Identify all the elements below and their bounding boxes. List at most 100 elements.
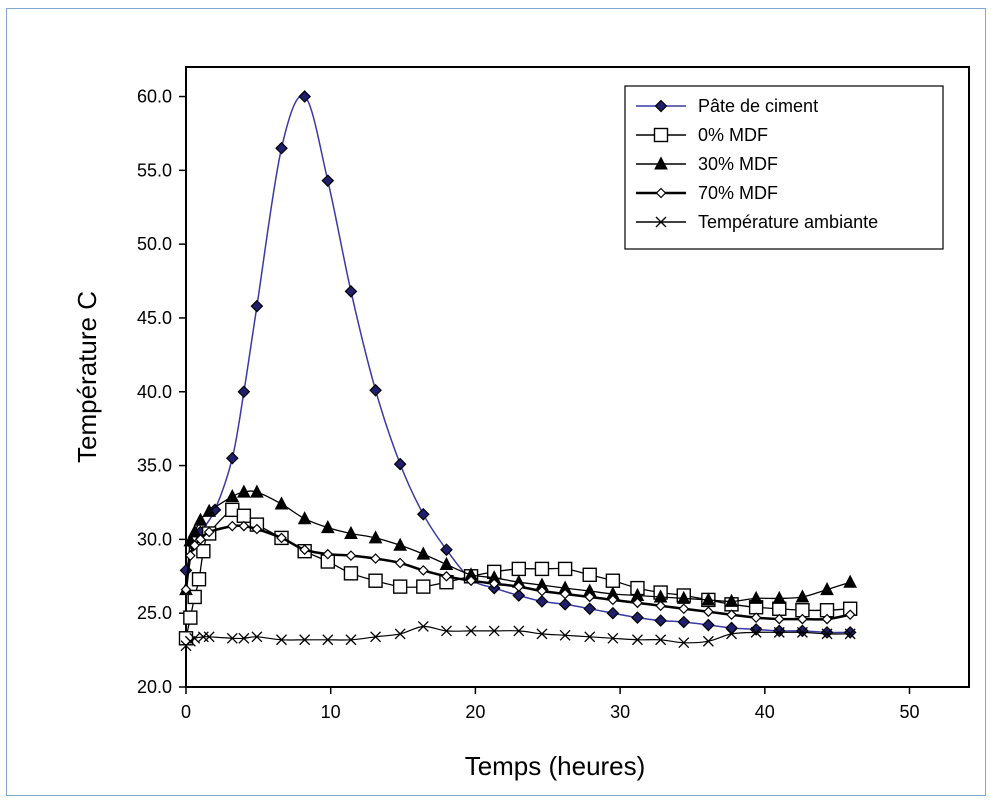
data-point	[702, 635, 714, 647]
cross-stroke	[607, 632, 619, 644]
data-point	[369, 383, 382, 397]
data-point	[607, 632, 619, 644]
data-point	[276, 532, 287, 544]
data-point	[772, 590, 787, 604]
data-point	[821, 613, 833, 625]
data-point	[558, 597, 572, 611]
data-point	[724, 593, 739, 607]
x-tick-label: 20	[465, 702, 485, 722]
data-point	[299, 544, 311, 556]
data-point	[465, 575, 477, 587]
data-point	[534, 561, 550, 577]
data-point	[196, 543, 211, 559]
data-point	[417, 621, 429, 632]
data-point	[225, 451, 239, 465]
data-point	[189, 539, 201, 551]
data-point	[465, 625, 477, 637]
data-point	[559, 588, 571, 600]
cross-stroke	[488, 625, 500, 637]
data-point	[795, 589, 810, 603]
y-tick-label: 45.0	[137, 308, 172, 328]
data-point	[772, 601, 787, 616]
data-point	[632, 597, 643, 609]
legend-label: 30% MDF	[698, 154, 778, 174]
cross-stroke	[299, 634, 311, 646]
series-3	[180, 520, 856, 625]
data-point	[203, 631, 215, 643]
series-line	[185, 94, 851, 634]
data-point	[226, 632, 238, 644]
cross-stroke	[226, 632, 238, 644]
cross-stroke	[821, 628, 833, 640]
data-point	[726, 609, 737, 621]
cross-stroke	[394, 628, 406, 640]
data-point	[536, 585, 548, 597]
x-axis: 0 10 20 30 40 50	[181, 687, 920, 722]
data-point	[322, 634, 334, 646]
legend-marker	[655, 187, 667, 199]
data-point	[417, 565, 429, 576]
cross-stroke	[559, 629, 571, 641]
data-point	[184, 550, 196, 561]
data-point	[343, 566, 359, 581]
data-point	[605, 573, 621, 588]
legend-item: 30% MDF	[636, 154, 778, 174]
legend-marker	[654, 99, 668, 113]
data-point	[797, 613, 808, 625]
data-point	[394, 628, 406, 640]
data-point	[183, 610, 198, 625]
cross-stroke	[702, 635, 714, 647]
data-point	[250, 299, 264, 313]
data-point	[237, 484, 251, 498]
y-axis-title: Température C	[72, 291, 102, 463]
data-point	[297, 511, 312, 525]
cross-stroke	[513, 625, 525, 637]
y-tick-label: 30.0	[137, 529, 172, 549]
data-point	[238, 520, 250, 532]
data-point	[513, 581, 525, 592]
data-point	[180, 584, 192, 595]
data-point	[749, 590, 763, 604]
legend-marker	[655, 216, 667, 228]
data-point	[416, 546, 431, 560]
legend-marker	[653, 127, 669, 143]
data-point	[392, 579, 408, 594]
data-point	[536, 628, 548, 640]
cross-stroke	[796, 626, 808, 638]
data-point	[701, 592, 716, 606]
data-point	[583, 602, 597, 616]
data-point	[488, 625, 500, 637]
series-4	[180, 621, 856, 652]
data-point	[345, 634, 357, 646]
data-point	[236, 508, 252, 523]
x-tick-label: 10	[321, 702, 341, 722]
x-tick-label: 30	[610, 702, 630, 722]
data-point	[416, 507, 430, 521]
y-axis: 20.0 25.0 30.0 35.0 40.0 45.0 50.0 55.0 60.0	[137, 87, 186, 697]
data-point	[237, 385, 251, 399]
legend: Pâte de ciment 0% MDF 30% MDF 70% MDF Tempér…	[624, 85, 944, 250]
data-point	[225, 488, 240, 503]
cross-stroke	[251, 631, 263, 643]
legend-label: 70% MDF	[698, 183, 778, 203]
data-point	[607, 594, 619, 606]
data-point	[393, 457, 407, 471]
data-point	[655, 634, 667, 646]
data-point	[189, 632, 201, 644]
data-point	[631, 611, 644, 624]
y-tick-label: 50.0	[137, 234, 172, 254]
data-point	[439, 556, 454, 570]
data-point	[250, 484, 264, 498]
data-point	[821, 628, 833, 640]
data-point	[251, 631, 263, 643]
cross-stroke	[370, 631, 382, 643]
data-point	[750, 612, 762, 623]
figure-frame	[6, 8, 986, 796]
data-point	[394, 557, 406, 569]
y-tick-label: 40.0	[137, 382, 172, 402]
data-point	[513, 625, 525, 637]
data-point	[559, 629, 571, 641]
y-tick-label: 35.0	[137, 456, 172, 476]
data-point	[843, 574, 857, 588]
data-point	[677, 615, 691, 629]
